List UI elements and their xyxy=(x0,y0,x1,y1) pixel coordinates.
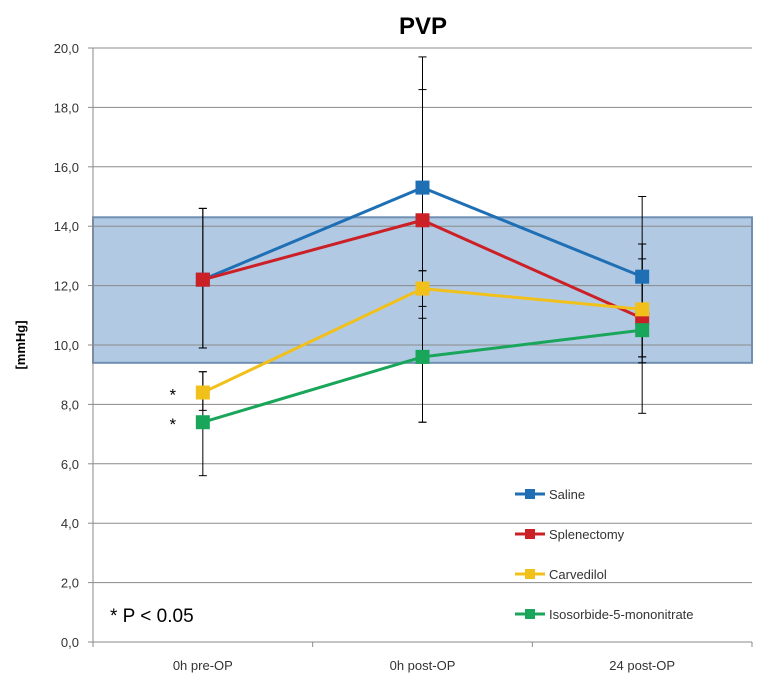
legend-swatch-marker xyxy=(525,529,535,539)
significance-note: * P < 0.05 xyxy=(110,606,194,627)
y-tick-label: 8,0 xyxy=(61,397,79,412)
legend-swatch-marker xyxy=(525,609,535,619)
y-tick-label: 10,0 xyxy=(54,338,79,353)
data-point-saline xyxy=(415,180,430,195)
data-point-carvedilol xyxy=(415,281,430,296)
annotation-layer: ** xyxy=(170,386,177,435)
y-tick-label: 14,0 xyxy=(54,219,79,234)
data-point-carvedilol xyxy=(635,302,650,317)
y-tick-label: 2,0 xyxy=(61,576,79,591)
legend-swatch-marker xyxy=(525,489,535,499)
x-tick-label: 0h post-OP xyxy=(390,658,456,673)
legend: Saline Splenectomy Carvedilol Isosorbide-5-… xyxy=(515,487,694,622)
y-tick-label: 6,0 xyxy=(61,457,79,472)
chart-title: PVP xyxy=(399,13,447,40)
marker-layer xyxy=(195,180,650,430)
significance-marker: * xyxy=(170,386,177,405)
data-point-isosorbide-5-mononitrate xyxy=(415,349,430,364)
y-tick-label: 12,0 xyxy=(54,279,79,294)
legend-label: Splenectomy xyxy=(549,527,625,542)
significance-marker: * xyxy=(170,415,177,434)
y-axis-label: [mmHg] xyxy=(13,320,28,369)
legend-label: Isosorbide-5-mononitrate xyxy=(549,607,694,622)
data-point-splenectomy xyxy=(415,213,430,228)
data-point-saline xyxy=(635,269,650,284)
data-point-isosorbide-5-mononitrate xyxy=(195,415,210,430)
legend-label: Carvedilol xyxy=(549,567,607,582)
y-tick-label: 20,0 xyxy=(54,41,79,56)
legend-label: Saline xyxy=(549,487,585,502)
axis-layer: 0,0 2,0 4,0 6,0 8,0 10,0 12,0 14,0 16,0 18,0 20,0 0… xyxy=(54,41,753,673)
x-tick-label: 24 post-OP xyxy=(609,658,675,673)
data-point-splenectomy xyxy=(195,272,210,287)
y-tick-label: 0,0 xyxy=(61,635,79,650)
legend-swatch-marker xyxy=(525,569,535,579)
y-tick-label: 4,0 xyxy=(61,516,79,531)
y-tick-label: 18,0 xyxy=(54,100,79,115)
x-tick-label: 0h pre-OP xyxy=(173,658,233,673)
data-point-isosorbide-5-mononitrate xyxy=(635,323,650,338)
y-tick-label: 16,0 xyxy=(54,160,79,175)
data-point-carvedilol xyxy=(195,385,210,400)
